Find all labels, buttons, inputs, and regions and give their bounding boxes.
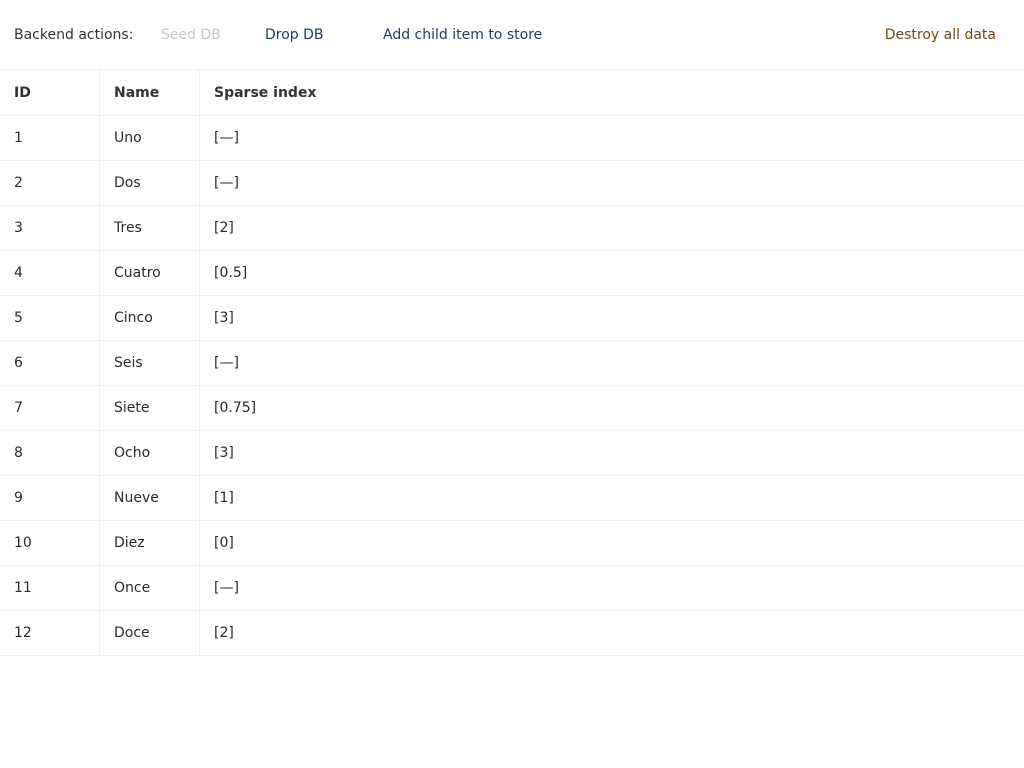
add-child-item-button[interactable]: Add child item to store (383, 26, 543, 43)
table-row: 8 Ocho [3] (0, 430, 1024, 476)
drop-db-button[interactable]: Drop DB (265, 26, 324, 43)
cell-name: Seis (99, 340, 200, 386)
cell-name: Doce (99, 610, 200, 656)
seed-db-button[interactable]: Seed DB (161, 26, 221, 43)
cell-id: 11 (0, 565, 100, 611)
table-row: 6 Seis [—] (0, 340, 1024, 386)
cell-id: 3 (0, 205, 100, 251)
cell-sparse-index: [3] (199, 295, 1024, 341)
backend-actions-toolbar: Backend actions: Seed DB Drop DB Add chi… (0, 0, 1024, 70)
cell-name: Tres (99, 205, 200, 251)
cell-sparse-index: [3] (199, 430, 1024, 476)
cell-name: Nueve (99, 475, 200, 521)
cell-sparse-index: [0.75] (199, 385, 1024, 431)
table-row: 5 Cinco [3] (0, 295, 1024, 341)
cell-name: Diez (99, 520, 200, 566)
header-sparse-index: Sparse index (199, 70, 1024, 116)
cell-id: 2 (0, 160, 100, 206)
table-row: 12 Doce [2] (0, 610, 1024, 656)
table-row: 7 Siete [0.75] (0, 385, 1024, 431)
cell-id: 7 (0, 385, 100, 431)
table-row: 4 Cuatro [0.5] (0, 250, 1024, 296)
cell-name: Uno (99, 115, 200, 161)
cell-id: 4 (0, 250, 100, 296)
cell-name: Siete (99, 385, 200, 431)
cell-id: 1 (0, 115, 100, 161)
table-row: 1 Uno [—] (0, 115, 1024, 161)
header-id: ID (0, 70, 100, 116)
cell-sparse-index: [—] (199, 565, 1024, 611)
destroy-all-data-button[interactable]: Destroy all data (884, 26, 996, 43)
cell-sparse-index: [1] (199, 475, 1024, 521)
cell-id: 12 (0, 610, 100, 656)
header-name: Name (99, 70, 200, 116)
cell-name: Cuatro (99, 250, 200, 296)
backend-actions-label: Backend actions: (14, 26, 134, 43)
table-header-row: ID Name Sparse index (0, 70, 1024, 116)
table-row: 9 Nueve [1] (0, 475, 1024, 521)
cell-id: 10 (0, 520, 100, 566)
cell-id: 6 (0, 340, 100, 386)
cell-name: Once (99, 565, 200, 611)
table-row: 11 Once [—] (0, 565, 1024, 611)
cell-sparse-index: [0] (199, 520, 1024, 566)
cell-sparse-index: [—] (199, 340, 1024, 386)
cell-sparse-index: [—] (199, 160, 1024, 206)
cell-name: Cinco (99, 295, 200, 341)
table-row: 10 Diez [0] (0, 520, 1024, 566)
cell-sparse-index: [2] (199, 610, 1024, 656)
cell-id: 9 (0, 475, 100, 521)
cell-id: 8 (0, 430, 100, 476)
cell-sparse-index: [0.5] (199, 250, 1024, 296)
cell-name: Dos (99, 160, 200, 206)
cell-sparse-index: [—] (199, 115, 1024, 161)
cell-id: 5 (0, 295, 100, 341)
cell-sparse-index: [2] (199, 205, 1024, 251)
cell-name: Ocho (99, 430, 200, 476)
table-row: 2 Dos [—] (0, 160, 1024, 206)
table-row: 3 Tres [2] (0, 205, 1024, 251)
items-table: ID Name Sparse index 1 Uno [—] 2 Dos [—] 3 Tres… (0, 70, 1024, 656)
